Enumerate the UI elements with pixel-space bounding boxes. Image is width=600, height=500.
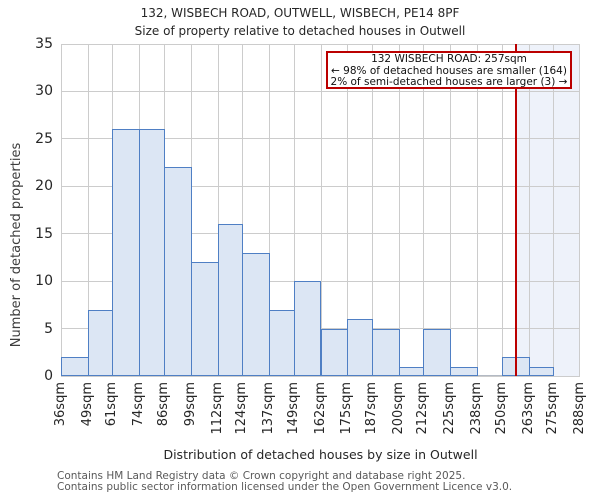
histogram-bar — [163, 167, 192, 376]
x-tick-label: 49sqm — [79, 382, 95, 427]
histogram-bar — [423, 328, 452, 376]
annotation-callout: 132 WISBECH ROAD: 257sqm ← 98% of detach… — [326, 51, 572, 89]
histogram-bar — [398, 366, 425, 376]
y-tick-label: 20 — [35, 178, 53, 195]
x-tick-label: 112sqm — [209, 382, 225, 435]
histogram-bar — [528, 366, 555, 376]
vertical-gridline — [293, 44, 295, 376]
chart-title: 132, WISBECH ROAD, OUTWELL, WISBECH, PE1… — [140, 6, 460, 20]
y-tick-label: 35 — [35, 36, 53, 52]
x-tick-label: 275sqm — [545, 382, 561, 435]
y-tick-label: 30 — [35, 83, 53, 100]
horizontal-gridline — [61, 375, 580, 377]
y-tick-label: 5 — [44, 320, 53, 337]
x-tick-label: 225sqm — [442, 382, 458, 435]
x-tick-label: 74sqm — [131, 382, 147, 427]
vertical-gridline — [242, 44, 244, 376]
footer-attribution-line-2: Contains public sector information licen… — [57, 481, 513, 493]
x-tick-label: 200sqm — [390, 382, 406, 435]
x-tick-label: 149sqm — [285, 382, 301, 435]
vertical-gridline — [217, 44, 219, 376]
vertical-gridline — [347, 44, 349, 376]
vertical-gridline — [477, 44, 479, 376]
histogram-bar — [139, 129, 165, 376]
vertical-gridline — [320, 44, 322, 376]
vertical-gridline — [450, 44, 452, 376]
vertical-gridline — [87, 44, 89, 376]
x-tick-label: 288sqm — [572, 382, 587, 435]
vertical-gridline — [528, 44, 530, 376]
x-tick-label: 137sqm — [261, 382, 276, 435]
x-tick-label: 86sqm — [155, 382, 171, 427]
histogram-bar — [190, 262, 219, 376]
x-tick-label: 212sqm — [415, 382, 431, 435]
x-tick-label: 61sqm — [104, 382, 120, 427]
x-tick-label: 238sqm — [469, 382, 485, 435]
shaded-region-larger-properties — [516, 44, 580, 376]
x-tick-label: 99sqm — [182, 382, 198, 427]
x-tick-label: 263sqm — [520, 382, 536, 435]
x-axis-title: Distribution of detached houses by size … — [163, 447, 478, 462]
x-tick-label: 187sqm — [363, 382, 379, 435]
histogram-bar — [347, 319, 373, 376]
chart-subtitle: Size of property relative to detached ho… — [134, 24, 466, 38]
histogram-bar — [320, 328, 349, 376]
histogram-bar — [217, 224, 244, 376]
vertical-gridline — [501, 44, 503, 376]
vertical-gridline — [61, 44, 62, 376]
vertical-gridline — [423, 44, 425, 376]
histogram-bar — [371, 328, 400, 376]
annotation-line-3: 2% of semi-detached houses are larger (3… — [330, 76, 568, 88]
vertical-gridline — [398, 44, 400, 376]
histogram-bar — [269, 309, 295, 376]
y-axis-title: Number of detached properties — [9, 142, 24, 348]
subject-size-marker-line — [515, 44, 518, 376]
x-tick-label: 175sqm — [339, 382, 355, 435]
plot-area: 132 WISBECH ROAD: 257sqm ← 98% of detach… — [61, 43, 580, 377]
annotation-line-2: ← 98% of detached houses are smaller (16… — [331, 64, 567, 77]
y-tick-label: 25 — [35, 130, 53, 147]
vertical-gridline — [269, 44, 270, 376]
y-tick-label: 10 — [35, 273, 53, 290]
annotation-line-1: 132 WISBECH ROAD: 257sqm — [371, 53, 527, 65]
histogram-bar — [293, 281, 322, 376]
histogram-bar — [61, 357, 89, 376]
x-tick-label: 162sqm — [312, 382, 328, 435]
x-tick-label: 250sqm — [493, 382, 509, 435]
vertical-gridline — [371, 44, 373, 376]
vertical-gridline — [553, 44, 555, 376]
footer-attribution-line-1: Contains HM Land Registry data © Crown c… — [57, 470, 466, 482]
y-tick-label: 15 — [35, 225, 53, 242]
histogram-bar — [87, 309, 114, 376]
histogram-bar — [112, 129, 141, 376]
vertical-gridline — [579, 44, 580, 376]
x-tick-label: 124sqm — [234, 382, 250, 435]
x-tick-label: 36sqm — [53, 382, 68, 427]
histogram-bar — [450, 366, 479, 376]
histogram-bar — [242, 252, 270, 376]
y-tick-label: 0 — [44, 368, 53, 384]
